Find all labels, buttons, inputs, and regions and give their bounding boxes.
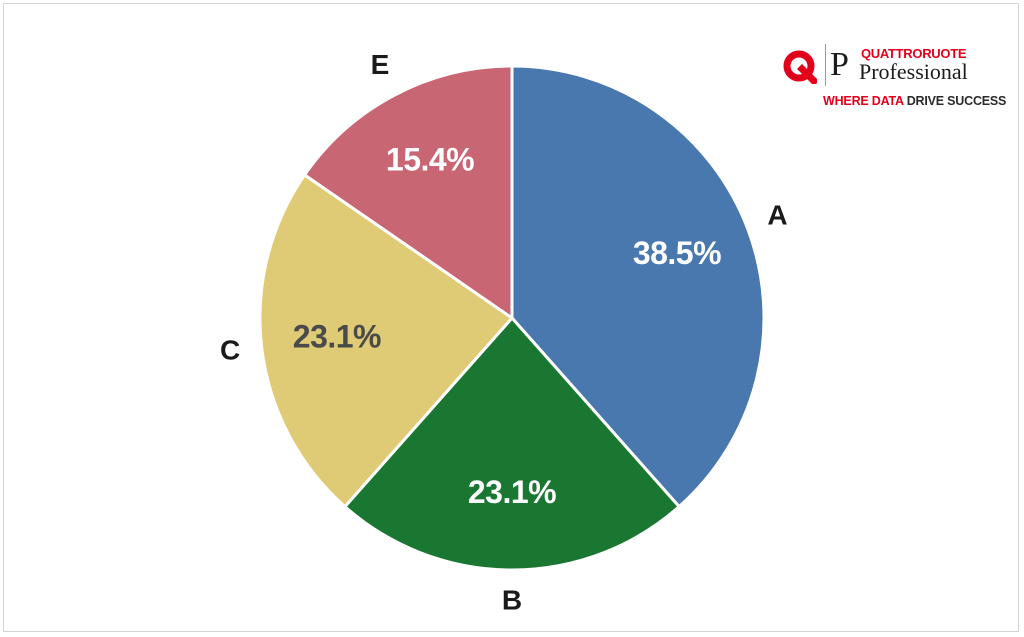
pie-slice-b	[343, 316, 681, 572]
q-logo-icon	[783, 50, 817, 84]
pie-slice-e	[303, 64, 514, 320]
slice-percent-label-a: 38.5%	[633, 235, 721, 271]
logo-p-glyph: P	[830, 46, 849, 83]
logo-tagline-dark: DRIVE SUCCESS	[906, 94, 1007, 108]
logo-tagline: WHERE DATA DRIVE SUCCESS	[823, 94, 1006, 108]
slice-percent-label-e: 15.4%	[386, 141, 474, 177]
pie-slices	[258, 64, 766, 572]
slice-percent-label-b: 23.1%	[468, 474, 556, 510]
pie-slice-a	[510, 64, 766, 509]
percent-labels: 38.5% 23.1% 23.1% 15.4%	[293, 141, 722, 510]
category-labels: A B C E	[220, 49, 788, 615]
pie-slice-c	[258, 173, 514, 509]
logo-divider	[825, 44, 826, 86]
logo-tagline-red: WHERE DATA	[823, 94, 904, 108]
slice-percent-label-c: 23.1%	[293, 319, 381, 355]
quattroruote-professional-logo: P QUATTRORUOTE Professional WHERE DATA D…	[783, 42, 1006, 114]
slice-category-label-b: B	[502, 584, 522, 615]
slice-category-label-e: E	[371, 49, 390, 80]
slice-category-label-a: A	[767, 200, 787, 231]
logo-brand-name: QUATTRORUOTE	[861, 46, 967, 61]
logo-product-name: Professional	[859, 59, 968, 84]
slice-category-label-c: C	[220, 335, 240, 366]
